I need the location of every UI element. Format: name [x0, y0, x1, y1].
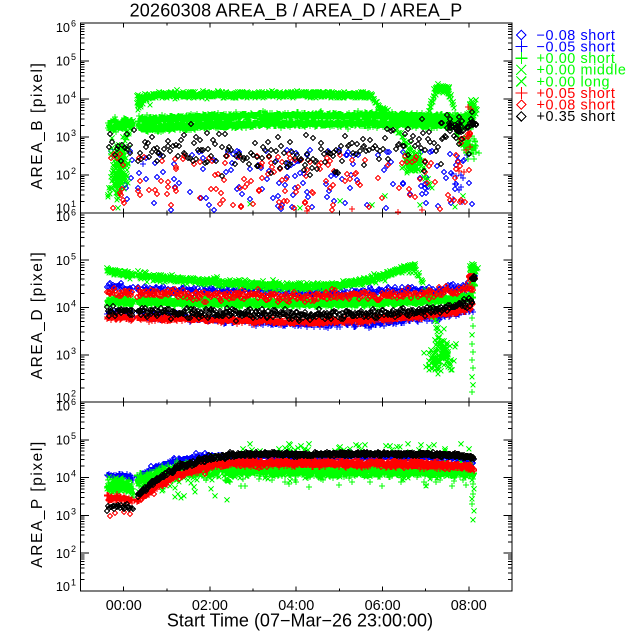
- svg-text:10: 10: [56, 254, 70, 268]
- svg-text:08:00: 08:00: [451, 598, 487, 614]
- svg-text:10: 10: [56, 391, 70, 405]
- svg-text:4: 4: [71, 90, 76, 100]
- svg-text:3: 3: [71, 506, 76, 516]
- svg-text:10: 10: [56, 433, 70, 447]
- svg-text:1: 1: [71, 199, 76, 209]
- svg-text:10: 10: [56, 21, 70, 35]
- svg-text:10: 10: [56, 547, 70, 561]
- svg-text:+0.00 long: +0.00 long: [537, 74, 611, 90]
- svg-text:10: 10: [56, 348, 70, 362]
- svg-text:04:00: 04:00: [278, 598, 314, 614]
- svg-text:10: 10: [56, 210, 70, 224]
- svg-text:−0.08 short: −0.08 short: [537, 28, 616, 44]
- svg-text:1: 1: [71, 578, 76, 588]
- svg-text:+0.00 short: +0.00 short: [537, 51, 616, 67]
- svg-text:2: 2: [71, 166, 76, 176]
- svg-text:AREA_P [pixel]: AREA_P [pixel]: [29, 440, 46, 567]
- svg-text:3: 3: [71, 128, 76, 138]
- svg-text:02:00: 02:00: [192, 598, 228, 614]
- svg-text:06:00: 06:00: [365, 598, 401, 614]
- svg-text:4: 4: [71, 469, 76, 479]
- svg-text:Start Time (07−Mar−26 23:00:00: Start Time (07−Mar−26 23:00:00): [167, 611, 433, 631]
- svg-text:10: 10: [56, 471, 70, 485]
- svg-text:2: 2: [71, 544, 76, 554]
- svg-text:−0.05 short: −0.05 short: [537, 39, 616, 55]
- svg-text:6: 6: [71, 208, 76, 218]
- svg-text:2: 2: [71, 389, 76, 399]
- svg-text:3: 3: [71, 346, 76, 356]
- svg-text:10: 10: [56, 169, 70, 183]
- svg-text:20260308 AREA_B / AREA_D / ARE: 20260308 AREA_B / AREA_D / AREA_P: [130, 0, 463, 21]
- svg-text:4: 4: [71, 299, 76, 309]
- svg-text:6: 6: [71, 397, 76, 407]
- svg-text:10: 10: [56, 400, 70, 414]
- svg-text:AREA_B [pixel]: AREA_B [pixel]: [29, 62, 46, 190]
- svg-text:6: 6: [71, 19, 76, 29]
- svg-text:5: 5: [71, 431, 76, 441]
- svg-text:5: 5: [71, 52, 76, 62]
- svg-text:10: 10: [56, 580, 70, 594]
- svg-text:10: 10: [56, 202, 70, 216]
- svg-text:+0.35 short: +0.35 short: [537, 109, 616, 125]
- svg-text:AREA_D [pixel]: AREA_D [pixel]: [29, 251, 46, 380]
- svg-text:10: 10: [56, 93, 70, 107]
- svg-text:+0.08 short: +0.08 short: [537, 98, 616, 114]
- svg-text:5: 5: [71, 251, 76, 261]
- svg-text:+0.05 short: +0.05 short: [537, 86, 616, 102]
- svg-text:10: 10: [56, 55, 70, 69]
- svg-text:+0.00 middle: +0.00 middle: [537, 63, 627, 79]
- svg-text:10: 10: [56, 131, 70, 145]
- svg-text:10: 10: [56, 301, 70, 315]
- svg-text:00:00: 00:00: [106, 598, 142, 614]
- svg-text:10: 10: [56, 509, 70, 523]
